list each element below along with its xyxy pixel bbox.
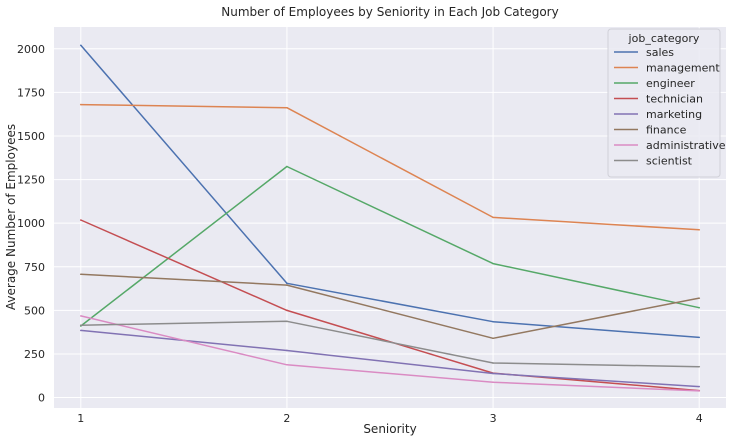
series-line-management <box>80 103 700 231</box>
data-point-engineer <box>286 165 288 168</box>
data-point-sales <box>286 282 288 285</box>
series-line-engineer <box>80 165 700 327</box>
legend-label-scientist: scientist <box>646 155 693 168</box>
data-point-management <box>286 106 288 109</box>
data-point-technician <box>286 309 288 312</box>
series-line-finance <box>80 273 700 340</box>
y-tick-label: 250 <box>24 348 45 361</box>
legend-label-management: management <box>646 62 720 75</box>
data-point-marketing <box>286 349 288 352</box>
data-point-management <box>492 216 494 219</box>
legend-label-technician: technician <box>646 93 703 106</box>
series-line-scientist <box>80 320 700 368</box>
data-point-sales <box>698 336 701 339</box>
data-point-finance <box>492 337 494 340</box>
data-point-engineer <box>698 306 701 309</box>
data-point-marketing <box>492 372 494 375</box>
x-tick-label: 4 <box>696 412 703 425</box>
legend-title: job_category <box>628 32 700 45</box>
data-point-finance <box>698 297 701 299</box>
data-point-finance <box>79 273 82 276</box>
y-tick-label: 750 <box>24 261 45 274</box>
data-point-administrative <box>698 390 701 392</box>
data-point-scientist <box>79 324 82 326</box>
series-lines <box>79 44 701 392</box>
legend-label-administrative: administrative <box>646 139 726 152</box>
legend-box <box>607 28 721 178</box>
data-point-marketing <box>79 329 82 332</box>
data-point-administrative <box>79 315 82 317</box>
x-tick-label: 2 <box>283 412 290 425</box>
data-point-sales <box>492 320 494 323</box>
data-point-finance <box>286 284 288 286</box>
data-point-administrative <box>286 363 288 366</box>
data-point-sales <box>79 44 82 47</box>
data-point-engineer <box>492 262 494 265</box>
data-point-scientist <box>286 320 288 323</box>
legend-label-engineer: engineer <box>646 77 695 90</box>
x-tick-label: 3 <box>490 412 497 425</box>
y-tick-label: 0 <box>38 392 45 405</box>
y-axis-ticks: 0 250 500 750 1000 1250 1500 1750 2000 <box>17 43 45 405</box>
y-tick-label: 1000 <box>17 217 45 230</box>
y-tick-label: 1750 <box>17 86 45 99</box>
data-point-management <box>698 228 701 231</box>
x-axis-title: Seniority <box>363 422 416 436</box>
x-axis-ticks: 1 2 3 4 <box>77 412 702 425</box>
data-point-management <box>79 103 82 106</box>
data-point-scientist <box>698 365 701 368</box>
y-tick-label: 1500 <box>17 130 45 143</box>
x-tick-label: 1 <box>77 412 84 425</box>
legend-label-finance: finance <box>646 124 687 137</box>
data-point-administrative <box>492 381 494 383</box>
series-line-administrative <box>80 315 700 392</box>
y-tick-label: 2000 <box>17 43 45 56</box>
series-line-sales <box>80 44 700 339</box>
y-tick-label: 500 <box>24 304 45 317</box>
legend-label-sales: sales <box>646 46 674 59</box>
data-point-marketing <box>698 385 701 388</box>
legend-label-marketing: marketing <box>646 108 702 121</box>
data-point-scientist <box>492 362 494 364</box>
data-point-technician <box>79 219 82 221</box>
y-tick-label: 1250 <box>17 174 45 187</box>
chart-title: Number of Employees by Seniority in Each… <box>221 5 558 19</box>
y-axis-title: Average Number of Employees <box>4 124 18 310</box>
